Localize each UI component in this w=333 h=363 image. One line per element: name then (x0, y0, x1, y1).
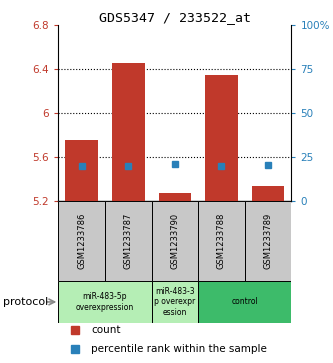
Bar (205, 75, 238, 201)
Bar (245, 201, 291, 281)
Bar (159, 193, 191, 201)
Bar (152, 201, 198, 281)
Text: percentile rank within the sample: percentile rank within the sample (91, 344, 267, 354)
Bar (112, 63, 145, 201)
Bar (152, 281, 198, 323)
Bar (58, 201, 105, 281)
Text: GSM1233790: GSM1233790 (170, 213, 179, 269)
Text: count: count (91, 325, 121, 335)
Text: miR-483-5p
overexpression: miR-483-5p overexpression (76, 292, 134, 312)
Title: GDS5347 / 233522_at: GDS5347 / 233522_at (99, 11, 251, 24)
Text: control: control (231, 297, 258, 306)
Text: GSM1233788: GSM1233788 (217, 212, 226, 269)
Text: GSM1233789: GSM1233789 (263, 212, 273, 269)
Text: GSM1233787: GSM1233787 (124, 212, 133, 269)
Text: GSM1233786: GSM1233786 (77, 212, 86, 269)
Text: miR-483-3
p overexpr
ession: miR-483-3 p overexpr ession (154, 287, 195, 317)
Bar (58, 281, 152, 323)
Bar (198, 281, 291, 323)
Bar (198, 201, 245, 281)
Bar (65, 140, 98, 201)
Bar (252, 186, 284, 201)
Text: protocol: protocol (3, 297, 49, 307)
Bar (105, 201, 152, 281)
